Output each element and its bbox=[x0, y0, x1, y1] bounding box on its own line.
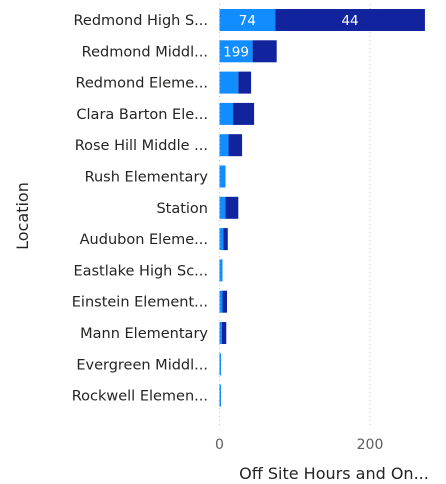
bar-segment-1-9[interactable] bbox=[222, 290, 228, 313]
category-label-7: Audubon Eleme... bbox=[80, 232, 208, 248]
category-label-4: Rose Hill Middle ... bbox=[75, 138, 208, 154]
bars: 74 44 199 bbox=[219, 9, 425, 407]
bar-segment-1-4[interactable] bbox=[228, 134, 243, 157]
category-label-3: Clara Barton Ele... bbox=[76, 107, 208, 123]
category-labels: Redmond High S... Redmond Middl... Redmond… bbox=[72, 13, 209, 405]
gridlines bbox=[219, 4, 371, 425]
bar-segment-0-9[interactable] bbox=[219, 290, 223, 313]
bar-segment-1-10[interactable] bbox=[221, 322, 227, 344]
x-axis-title: Off Site Hours and On... bbox=[239, 464, 429, 483]
category-label-5: Rush Elementary bbox=[85, 170, 209, 186]
y-axis-title: Location bbox=[13, 182, 32, 250]
bar-segment-1-6[interactable] bbox=[225, 196, 239, 219]
category-label-0: Redmond High S... bbox=[73, 13, 208, 29]
bar-segment-0-3[interactable] bbox=[219, 102, 234, 125]
category-label-6: Station bbox=[156, 201, 208, 217]
bar-segment-0-4[interactable] bbox=[219, 134, 229, 157]
category-label-9: Einstein Element... bbox=[72, 295, 208, 311]
category-label-1: Redmond Middl... bbox=[82, 44, 208, 60]
bar-segment-0-6[interactable] bbox=[219, 196, 226, 219]
bar-segment-1-1[interactable] bbox=[252, 40, 277, 63]
category-label-10: Mann Elementary bbox=[80, 326, 208, 342]
data-label-1-0: 44 bbox=[341, 13, 358, 29]
x-axis-ticks: 0 200 bbox=[215, 437, 383, 453]
bar-segment-0-0[interactable] bbox=[219, 9, 276, 31]
bar-segment-1-0[interactable] bbox=[275, 9, 425, 31]
x-tick-label-0: 0 bbox=[215, 437, 224, 453]
x-tick-label-1: 200 bbox=[357, 437, 384, 453]
bar-segment-0-8[interactable] bbox=[219, 259, 223, 282]
bar-segment-1-7[interactable] bbox=[223, 228, 228, 251]
data-label-0-1: 199 bbox=[223, 44, 249, 60]
bar-segment-0-1[interactable] bbox=[219, 40, 253, 63]
data-label-0-0: 74 bbox=[239, 13, 256, 29]
bar-segment-0-5[interactable] bbox=[219, 165, 226, 188]
bar-segment-0-11[interactable] bbox=[219, 353, 222, 376]
bar-segment-0-2[interactable] bbox=[219, 71, 239, 94]
bar-segment-1-2[interactable] bbox=[238, 71, 252, 94]
bar-segment-0-12[interactable] bbox=[219, 384, 222, 407]
bar-segment-1-3[interactable] bbox=[233, 102, 255, 125]
category-label-2: Redmond Eleme... bbox=[75, 76, 208, 92]
bar-segment-0-10[interactable] bbox=[219, 322, 222, 344]
category-label-11: Evergreen Middl... bbox=[76, 357, 208, 373]
bar-segment-0-7[interactable] bbox=[219, 228, 224, 251]
category-label-12: Rockwell Elemen... bbox=[72, 389, 208, 405]
category-label-8: Eastlake High Sc... bbox=[73, 263, 208, 279]
